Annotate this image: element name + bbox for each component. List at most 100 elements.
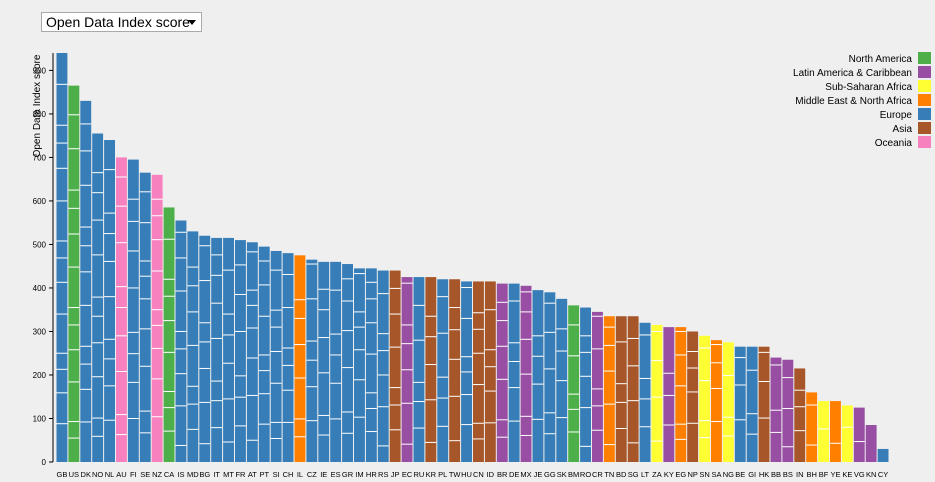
bar[interactable] <box>592 311 603 462</box>
x-tick-label: NG <box>723 470 734 479</box>
bar[interactable] <box>151 174 163 463</box>
legend-label: Sub-Saharan Africa <box>825 82 912 93</box>
bar[interactable] <box>413 277 425 462</box>
bar[interactable] <box>80 100 92 463</box>
bar[interactable] <box>770 357 782 462</box>
bar[interactable] <box>127 159 139 462</box>
x-tick-label: BS <box>783 470 793 479</box>
bar[interactable] <box>675 327 687 462</box>
bar[interactable] <box>568 305 580 462</box>
bar[interactable] <box>235 240 246 462</box>
x-tick-label: IE <box>320 470 327 479</box>
bar[interactable] <box>818 401 829 462</box>
bar[interactable] <box>532 290 544 462</box>
bar[interactable] <box>746 346 758 462</box>
bar[interactable] <box>187 231 199 462</box>
bar[interactable] <box>354 268 365 462</box>
x-tick-label: MD <box>187 470 199 479</box>
bar[interactable] <box>139 172 151 463</box>
x-tick-label: GG <box>544 470 556 479</box>
bar[interactable] <box>758 346 770 462</box>
x-tick-label: GB <box>57 470 68 479</box>
x-tick-label: PT <box>259 470 269 479</box>
y-tick-label: 200 <box>33 371 47 380</box>
bar[interactable] <box>461 281 472 462</box>
bar[interactable] <box>330 261 342 462</box>
x-tick-label: TW <box>449 470 462 479</box>
x-tick-label: BF <box>819 470 829 479</box>
bar[interactable] <box>865 425 877 462</box>
y-tick-label: 800 <box>33 110 47 119</box>
bar[interactable] <box>877 448 889 462</box>
bar[interactable] <box>556 298 568 462</box>
legend-swatch <box>918 80 931 92</box>
bar[interactable] <box>163 207 175 462</box>
bar[interactable] <box>544 292 556 462</box>
x-tick-label: BR <box>497 470 508 479</box>
bar[interactable] <box>270 250 282 462</box>
bar[interactable] <box>520 285 532 462</box>
bar[interactable] <box>282 253 294 462</box>
bar[interactable] <box>437 279 449 462</box>
bar[interactable] <box>104 140 115 462</box>
bar[interactable] <box>365 268 377 462</box>
bar[interactable] <box>711 340 722 462</box>
bar[interactable] <box>651 324 663 462</box>
x-tick-label: FI <box>130 470 137 479</box>
bar[interactable] <box>377 270 389 462</box>
legend-label: Asia <box>893 124 913 135</box>
bar[interactable] <box>508 283 520 462</box>
legend-item: Europe <box>880 108 931 121</box>
metric-select[interactable]: Open Data Index score <box>41 12 202 32</box>
bar[interactable] <box>663 327 675 462</box>
bar[interactable] <box>722 342 734 462</box>
bar[interactable] <box>425 277 437 462</box>
bar[interactable] <box>687 331 699 462</box>
bar[interactable] <box>841 405 853 462</box>
bar[interactable] <box>342 264 353 462</box>
x-tick-label: IS <box>177 470 184 479</box>
bar[interactable] <box>734 346 746 462</box>
bar[interactable] <box>473 281 484 462</box>
bar[interactable] <box>449 279 461 462</box>
bar[interactable] <box>484 281 496 462</box>
legend-swatch <box>918 108 931 120</box>
x-tick-label: NO <box>92 470 103 479</box>
bar[interactable] <box>175 220 187 462</box>
bar[interactable] <box>615 316 627 462</box>
bar[interactable] <box>56 53 68 462</box>
bar[interactable] <box>627 316 639 462</box>
bar[interactable] <box>401 277 413 462</box>
bar[interactable] <box>580 307 591 462</box>
bar[interactable] <box>246 242 258 462</box>
legend-item: Middle East & North Africa <box>795 94 931 107</box>
bar[interactable] <box>92 133 104 462</box>
bar[interactable] <box>639 322 651 462</box>
x-tick-label: BM <box>568 470 579 479</box>
bar[interactable] <box>211 237 223 462</box>
bar[interactable] <box>603 316 615 462</box>
bar[interactable] <box>806 392 818 462</box>
bar[interactable] <box>853 407 865 462</box>
x-tick-label: CY <box>878 470 888 479</box>
bar[interactable] <box>699 335 710 462</box>
legend-label: Oceania <box>875 138 913 149</box>
x-tick-label: NP <box>687 470 697 479</box>
bar[interactable] <box>294 255 306 462</box>
bar[interactable] <box>496 283 508 462</box>
bar[interactable] <box>830 401 841 462</box>
bar[interactable] <box>782 359 794 462</box>
x-tick-label: IM <box>355 470 363 479</box>
bar[interactable] <box>389 270 401 462</box>
bar[interactable] <box>116 157 127 462</box>
bar[interactable] <box>318 261 330 462</box>
y-tick-label: 600 <box>33 197 47 206</box>
bar[interactable] <box>199 235 211 462</box>
bar[interactable] <box>223 237 234 462</box>
bar[interactable] <box>68 85 80 462</box>
bar[interactable] <box>258 246 270 462</box>
bar[interactable] <box>306 259 318 462</box>
bar[interactable] <box>794 368 806 462</box>
x-axis: GB US DK NO NL AU FI SE NZ CA IS MD BG IT MT FR AT PT SI CH… <box>57 470 889 479</box>
x-tick-label: KE <box>842 470 852 479</box>
